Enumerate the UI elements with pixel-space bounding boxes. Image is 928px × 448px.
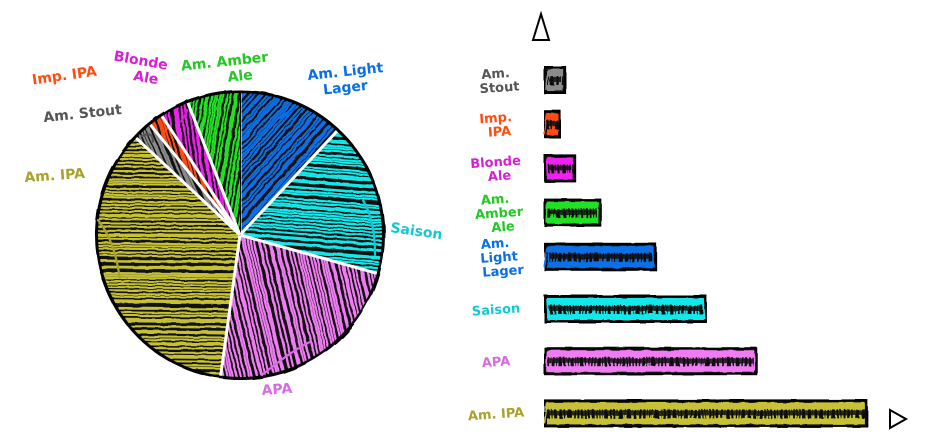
bar-label-am-light-lager: Am.LightLager xyxy=(479,235,525,281)
pie-divider xyxy=(186,102,242,236)
bar-label-am-amber-ale: Am.AmberAle xyxy=(474,191,526,237)
x-axis-arrow-icon xyxy=(889,408,909,430)
bar-label-saison: Saison xyxy=(471,301,520,319)
pie-leader-saison xyxy=(362,199,377,257)
y-axis-arrow-icon xyxy=(531,10,551,41)
bar-fill-am-amber-ale xyxy=(545,201,599,224)
pie-leader-blonde-ale xyxy=(180,108,189,123)
pie-leader-am-light-lager xyxy=(278,111,289,120)
bar-fill-am-stout xyxy=(545,69,564,91)
pie-leader-am-amber-ale xyxy=(215,98,222,111)
pie-divider xyxy=(135,136,242,237)
bar-label-am-stout: Am.Stout xyxy=(478,65,520,97)
pie-divider xyxy=(149,123,242,236)
pie-leader-apa xyxy=(260,340,312,377)
pie-leader-am-ipa xyxy=(96,218,121,279)
pie-chart: Am. LightLager Saison APA Am. IPA Am. Stout I… xyxy=(24,48,443,399)
pie-divider xyxy=(160,115,242,236)
bar-label-am-ipa: Am. IPA xyxy=(467,405,524,424)
pie-label-blonde-ale: BlondeAle xyxy=(110,48,169,89)
pie-label-am-stout: Am. Stout xyxy=(43,102,123,126)
bar-fill-imp-ipa xyxy=(543,113,559,136)
bar-fill-apa xyxy=(545,350,756,373)
pie-label-am-ipa: Am. IPA xyxy=(24,166,86,186)
bar-label-imp-ipa: Imp.IPA xyxy=(479,110,514,141)
bar-label-apa: APA xyxy=(481,354,510,371)
bar-fill-am-ipa xyxy=(543,402,865,425)
pie-leader-am-stout xyxy=(140,133,154,143)
bar-fill-saison xyxy=(546,298,706,320)
pie-divider xyxy=(239,233,378,275)
bar-fill-am-light-lager xyxy=(543,245,655,268)
pie-label-am-amber-ale: Am. AmberAle xyxy=(180,49,270,90)
bar-chart: Am.Stout Imp.IPA BlondeAle Am.AmberAleAm.Li… xyxy=(467,10,909,430)
bar-fill-blonde-ale xyxy=(546,157,574,180)
pie-label-apa: APA xyxy=(261,381,293,399)
pie-label-saison: Saison xyxy=(389,220,443,243)
pie-label-am-light-lager: Am. LightLager xyxy=(307,60,386,100)
pie-label-imp-ipa: Imp. IPA xyxy=(31,64,98,89)
pie-divider xyxy=(219,234,242,376)
pie-divider xyxy=(238,130,339,237)
bar-label-blonde-ale: BlondeAle xyxy=(470,154,523,186)
